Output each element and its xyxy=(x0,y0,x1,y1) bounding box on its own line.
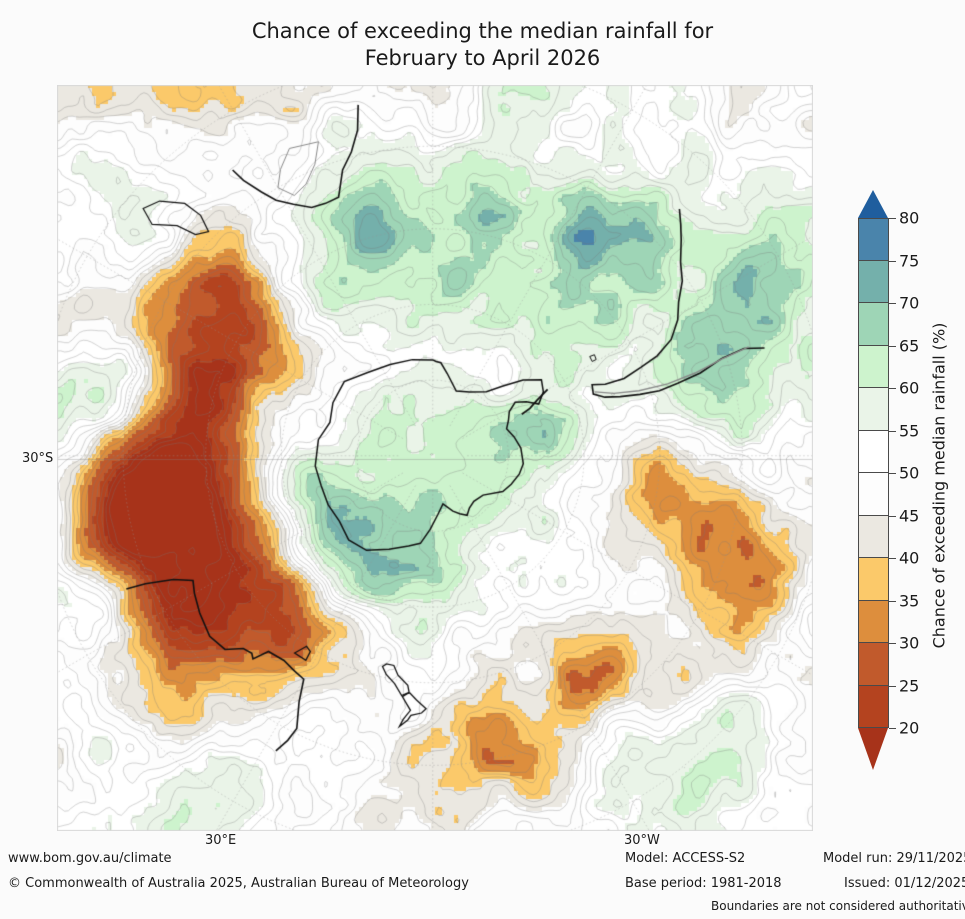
colorbar-tick xyxy=(889,260,896,262)
colorbar-axis-label: Chance of exceeding median rainfall (%) xyxy=(927,190,951,780)
colorbar-tick xyxy=(889,218,896,219)
rainfall-probability-map[interactable] xyxy=(57,85,813,831)
colorbar: 20 25 30 35 40 45 50 55 60 65 70 75 80 Chance of exc… xyxy=(855,190,965,780)
colorbar-tick xyxy=(889,345,896,347)
colorbar-band xyxy=(858,260,889,303)
colorbar-arrow-bottom xyxy=(858,728,888,770)
colorbar-tick-label: 25 xyxy=(899,676,920,695)
footer-base-period: Base period: 1981-2018 xyxy=(625,876,782,891)
footer-boundaries-note: Boundaries are not considered authoritat… xyxy=(711,899,965,913)
colorbar-tick xyxy=(889,600,896,602)
colorbar-tick xyxy=(889,728,896,729)
colorbar-band xyxy=(858,685,889,728)
colorbar-tick-label: 35 xyxy=(899,591,920,610)
colorbar-tick-label: 70 xyxy=(899,293,920,313)
colorbar-band xyxy=(858,388,889,431)
footer-copyright: © Commonwealth of Australia 2025, Austra… xyxy=(8,876,469,891)
footer-issued: Issued: 01/12/2025 xyxy=(844,876,965,891)
colorbar-tick xyxy=(889,558,896,559)
colorbar-tick-label: 30 xyxy=(899,633,920,653)
colorbar-tick-label: 75 xyxy=(899,251,920,270)
colorbar-tick-label: 65 xyxy=(899,336,920,355)
colorbar-tick-label: 40 xyxy=(899,548,920,568)
colorbar-band xyxy=(858,643,889,686)
colorbar-tick xyxy=(889,303,896,304)
colorbar-tick-label: 80 xyxy=(899,208,920,228)
map-axis-label-lon-30w: 30°W xyxy=(624,833,660,848)
colorbar-tick xyxy=(889,685,896,687)
colorbar-tick xyxy=(889,430,896,432)
colorbar-band xyxy=(858,430,889,473)
colorbar-band xyxy=(858,345,889,388)
colorbar-band xyxy=(858,218,889,261)
footer-model: Model: ACCESS-S2 xyxy=(625,851,746,866)
colorbar-tick-label: 45 xyxy=(899,506,920,525)
colorbar-tick xyxy=(889,388,896,389)
title-line-1: Chance of exceeding the median rainfall … xyxy=(251,19,714,43)
colorbar-tick-label: 50 xyxy=(899,463,920,483)
colorbar-tick xyxy=(889,473,896,474)
colorbar-tick xyxy=(889,643,896,644)
colorbar-axis-label-text: Chance of exceeding median rainfall (%) xyxy=(929,322,949,648)
footer-model-run: Model run: 29/11/2025 xyxy=(823,851,965,866)
colorbar-tick-label: 20 xyxy=(899,718,920,738)
colorbar-band xyxy=(858,473,889,516)
colorbar-tick xyxy=(889,515,896,517)
footer-website-link[interactable]: www.bom.gov.au/climate xyxy=(8,851,172,866)
map-panel[interactable] xyxy=(57,85,813,831)
map-axis-label-lon-30e: 30°E xyxy=(205,833,237,848)
colorbar-band xyxy=(858,600,889,643)
colorbar-band xyxy=(858,515,889,558)
page-title: Chance of exceeding the median rainfall … xyxy=(0,18,965,72)
colorbar-tick-label: 55 xyxy=(899,421,920,440)
map-axis-label-lat-30s: 30°S xyxy=(22,451,54,466)
colorbar-arrow-top xyxy=(858,190,888,218)
colorbar-tick-label: 60 xyxy=(899,378,920,398)
colorbar-band xyxy=(858,303,889,346)
title-line-2: February to April 2026 xyxy=(364,46,601,70)
colorbar-bands xyxy=(858,218,889,728)
colorbar-band xyxy=(858,558,889,601)
